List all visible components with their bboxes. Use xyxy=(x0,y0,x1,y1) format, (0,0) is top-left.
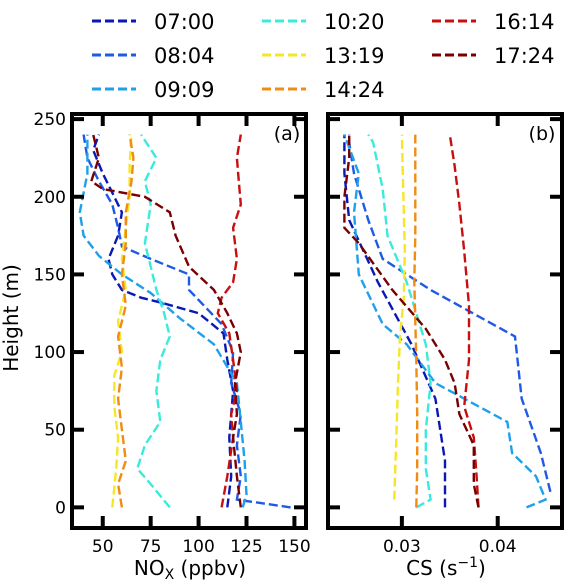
xlabel-unit: (ppbv) xyxy=(174,556,246,580)
series-line xyxy=(348,134,552,493)
panel-b-xlabel: CS (s−1) xyxy=(406,555,486,580)
y-tick-label: 100 xyxy=(34,343,66,363)
x-tick-label: 0.03 xyxy=(383,537,421,557)
legend-label: 08:04 xyxy=(154,44,215,68)
y-tick-label: 50 xyxy=(44,421,66,441)
legend: 07:00 08:04 09:09 10:20 13:19 14:24 16:14 17:24 xyxy=(92,10,555,102)
panel-b-series xyxy=(343,133,552,509)
series-line xyxy=(82,134,291,509)
y-tick-label: 250 xyxy=(34,110,66,130)
y-tick-label: 150 xyxy=(34,265,66,285)
panel-a-xlabel: NOX (ppbv) xyxy=(134,556,246,582)
series-line xyxy=(91,134,235,508)
panel-a-series xyxy=(78,133,291,509)
legend-label: 16:14 xyxy=(494,10,555,34)
series-line xyxy=(116,134,135,508)
xlabel-subscript: X xyxy=(165,567,175,582)
x-tick-label: 75 xyxy=(140,537,162,557)
panel-a-frame xyxy=(70,112,308,530)
series-line xyxy=(89,134,243,508)
panel-b-label: (b) xyxy=(529,123,556,145)
panel-b: 0.03 0.04 (b) CS (s−1) xyxy=(326,112,564,580)
legend-label: 09:09 xyxy=(154,78,215,102)
series-line xyxy=(135,133,172,509)
xlabel-main: CS (s xyxy=(406,556,457,580)
xlabel-superscript: −1 xyxy=(457,555,478,571)
panel-a-label: (a) xyxy=(274,123,300,145)
panel-a-ticks: 0 50 100 150 200 250 50 75 100 125 150 xyxy=(34,110,311,557)
x-tick-label: 125 xyxy=(230,537,262,557)
series-line xyxy=(78,134,248,508)
x-tick-label: 0.04 xyxy=(479,537,517,557)
series-line xyxy=(216,134,243,508)
y-tick-label: 200 xyxy=(34,188,66,208)
x-tick-label: 50 xyxy=(92,537,114,557)
xlabel-unit: ) xyxy=(478,556,486,580)
y-tick-label: 0 xyxy=(55,498,66,518)
series-line xyxy=(367,133,432,509)
series-line xyxy=(413,134,419,508)
legend-label: 13:19 xyxy=(324,44,385,68)
legend-label: 10:20 xyxy=(324,10,385,34)
x-tick-label: 100 xyxy=(182,537,214,557)
y-axis-label: Height (m) xyxy=(0,264,23,372)
panel-a: 0 50 100 150 200 250 50 75 100 125 150 (a) NOX (pp… xyxy=(0,110,311,582)
series-line xyxy=(343,134,548,509)
xlabel-main: NO xyxy=(134,556,165,580)
series-line xyxy=(343,134,480,508)
panel-b-frame xyxy=(326,112,564,530)
legend-label: 14:24 xyxy=(324,78,385,102)
legend-label: 07:00 xyxy=(154,10,215,34)
legend-label: 17:24 xyxy=(494,44,555,68)
series-line xyxy=(393,134,407,500)
x-tick-label: 150 xyxy=(278,537,310,557)
series-line xyxy=(448,134,480,508)
